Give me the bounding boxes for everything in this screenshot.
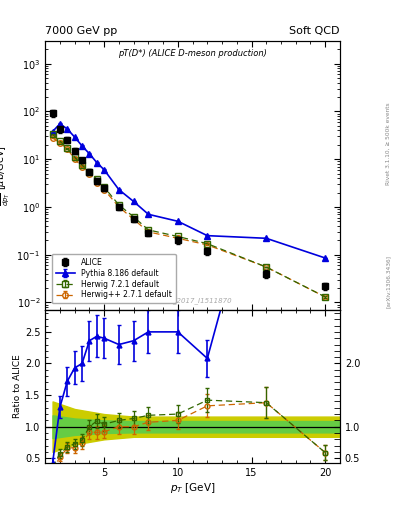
Text: 7000 GeV pp: 7000 GeV pp <box>45 26 118 36</box>
Text: Soft QCD: Soft QCD <box>290 26 340 36</box>
Legend: ALICE, Pythia 8.186 default, Herwig 7.2.1 default, Herwig++ 2.7.1 default: ALICE, Pythia 8.186 default, Herwig 7.2.… <box>52 254 176 303</box>
Text: ALICE_2017_I1511870: ALICE_2017_I1511870 <box>153 297 232 304</box>
Y-axis label: Ratio to ALICE: Ratio to ALICE <box>13 355 22 418</box>
Text: pT(D*) (ALICE D-meson production): pT(D*) (ALICE D-meson production) <box>118 49 267 58</box>
Text: [arXiv:1306.3436]: [arXiv:1306.3436] <box>386 255 391 308</box>
X-axis label: $p_T$ [GeV]: $p_T$ [GeV] <box>170 481 215 495</box>
Y-axis label: $\frac{d\sigma}{dp_T}$ [$\mu$b/GeV]: $\frac{d\sigma}{dp_T}$ [$\mu$b/GeV] <box>0 145 12 206</box>
Text: Rivet 3.1.10, ≥ 500k events: Rivet 3.1.10, ≥ 500k events <box>386 102 391 185</box>
